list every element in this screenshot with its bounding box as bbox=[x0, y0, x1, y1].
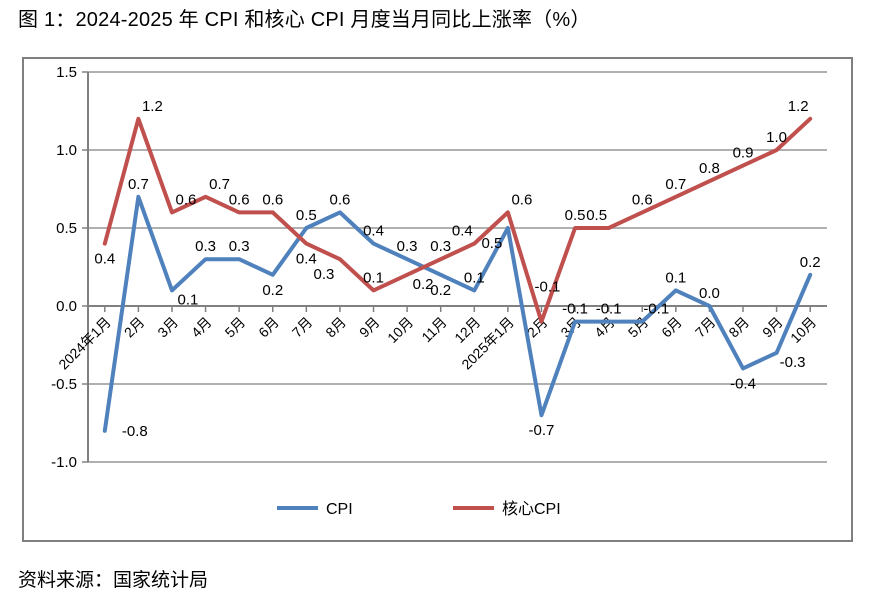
data-label: -0.4 bbox=[730, 375, 756, 392]
cpi-line bbox=[102, 194, 813, 433]
data-label: 0.4 bbox=[94, 251, 115, 268]
data-label: 0.9 bbox=[733, 145, 754, 162]
data-label: 0.3 bbox=[229, 238, 250, 255]
legend-label-core-cpi: 核心CPI bbox=[502, 500, 561, 518]
data-label: 0.6 bbox=[176, 191, 197, 208]
data-label: 0.4 bbox=[296, 251, 317, 268]
y-tick-label: -0.5 bbox=[51, 376, 77, 393]
data-label: 0.4 bbox=[363, 223, 384, 240]
data-label: 1.2 bbox=[788, 98, 809, 115]
data-label: 0.6 bbox=[229, 191, 250, 208]
y-tick-label: 1.5 bbox=[56, 64, 77, 81]
cpi-data-labels: -0.80.70.10.3 0.30.20.50.60.40.30.20.10.5… bbox=[122, 176, 821, 440]
data-label: 1.0 bbox=[766, 129, 787, 146]
data-label: 0.3 bbox=[430, 238, 451, 255]
data-label: 0.2 bbox=[800, 254, 821, 271]
data-label: 0.1 bbox=[178, 291, 199, 308]
data-label: 0.2 bbox=[262, 282, 283, 299]
y-tick-label: 0.0 bbox=[56, 298, 77, 315]
data-label: 0.1 bbox=[464, 269, 485, 286]
data-label: 0.6 bbox=[330, 191, 351, 208]
axis-ticks bbox=[82, 71, 811, 463]
chart-border bbox=[22, 57, 853, 542]
data-label: 1.2 bbox=[142, 98, 163, 115]
data-label: 0.5 bbox=[481, 235, 502, 252]
core-cpi-data-labels: 0.41.20.60.70.6 0.60.40.3 0.1 0.20.30.40.6-… bbox=[94, 98, 808, 296]
data-label: 0.2 bbox=[413, 276, 434, 293]
data-label: 0.0 bbox=[699, 285, 720, 302]
legend: CPI 核心CPI bbox=[277, 500, 561, 518]
data-label: 0.6 bbox=[511, 191, 532, 208]
figure-title: 图 1：2024-2025 年 CPI 和核心 CPI 月度当月同比上涨率（%） bbox=[18, 9, 591, 31]
data-label: 0.6 bbox=[632, 191, 653, 208]
data-label: -0.1 bbox=[535, 279, 561, 296]
data-label: -0.3 bbox=[780, 354, 806, 371]
data-label: -0.1 bbox=[596, 301, 622, 318]
data-label: 0.1 bbox=[363, 269, 384, 286]
data-label: 0.4 bbox=[452, 223, 473, 240]
data-label: 0.7 bbox=[665, 176, 686, 193]
data-label: 0.2 bbox=[430, 282, 451, 299]
source-note: 资料来源：国家统计局 bbox=[18, 570, 209, 591]
data-label: 0.5 bbox=[586, 207, 607, 224]
data-label: 0.3 bbox=[195, 238, 216, 255]
data-label: -0.7 bbox=[529, 422, 555, 439]
data-label: -0.1 bbox=[643, 301, 669, 318]
gridlines bbox=[88, 71, 827, 463]
data-label: 0.5 bbox=[565, 207, 586, 224]
data-label: -0.1 bbox=[562, 301, 588, 318]
data-label: 0.5 bbox=[296, 207, 317, 224]
y-tick-label: 1.0 bbox=[56, 142, 77, 159]
data-label: 0.1 bbox=[665, 269, 686, 286]
data-label: -0.8 bbox=[122, 423, 148, 440]
data-label: 0.7 bbox=[209, 176, 230, 193]
legend-label-cpi: CPI bbox=[326, 501, 353, 518]
data-label: 0.3 bbox=[314, 266, 335, 283]
data-label: 0.7 bbox=[128, 176, 149, 193]
y-tick-label: 0.5 bbox=[56, 220, 77, 237]
data-label: 0.6 bbox=[262, 191, 283, 208]
data-label: 0.3 bbox=[397, 238, 418, 255]
core-cpi-line bbox=[102, 116, 813, 324]
y-tick-label: -1.0 bbox=[51, 454, 77, 471]
y-axis-labels: 1.5 1.0 0.5 0.0 -0.5 -1.0 bbox=[51, 64, 77, 471]
data-label: 0.8 bbox=[699, 160, 720, 177]
